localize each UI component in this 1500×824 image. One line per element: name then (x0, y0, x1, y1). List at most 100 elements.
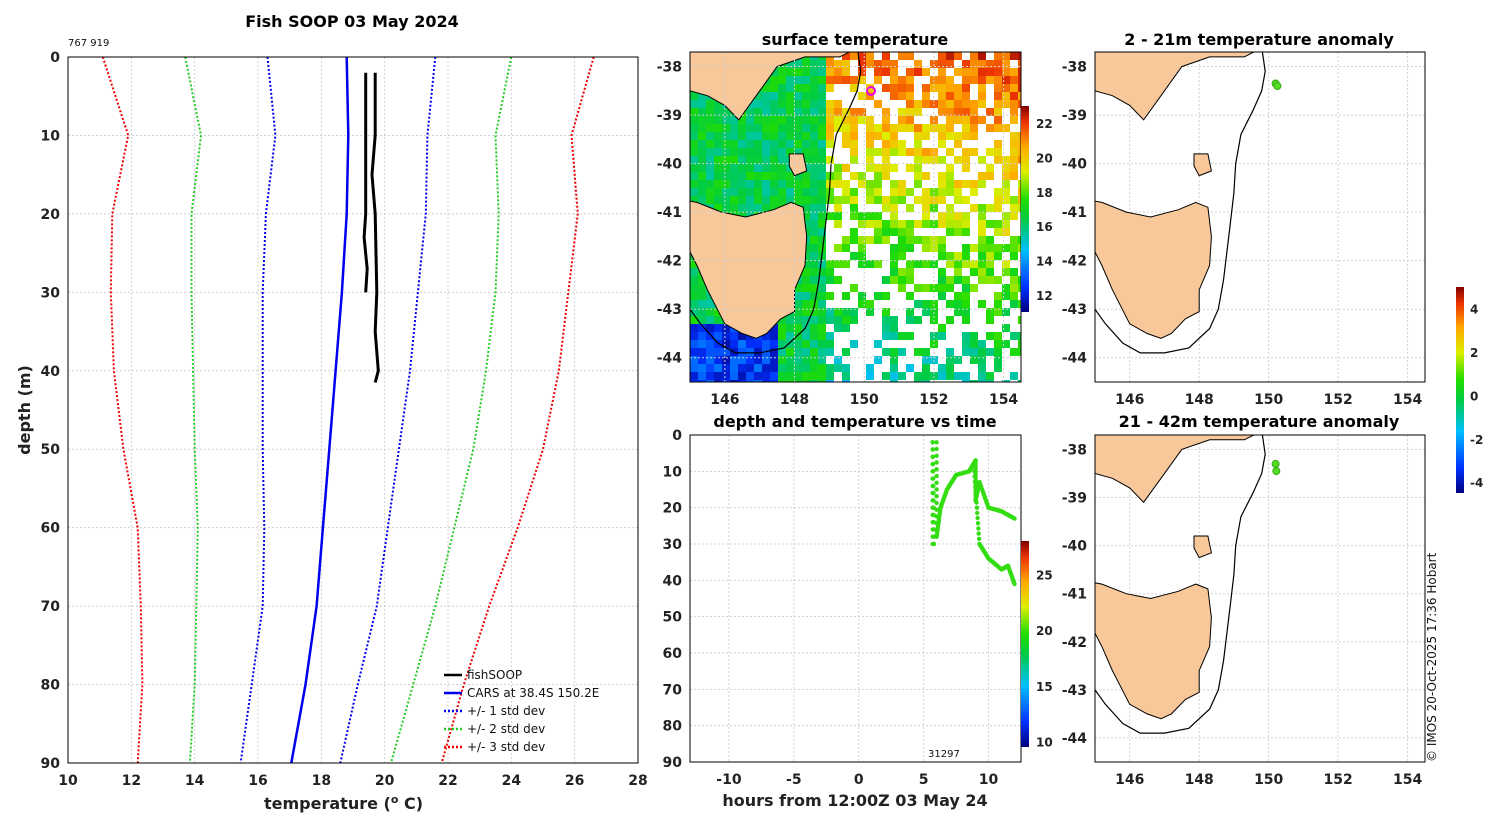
ts-observation (1012, 581, 1017, 587)
sst-cell (866, 124, 874, 132)
sst-cell (962, 276, 970, 284)
sst-cell (834, 356, 842, 364)
sst-cell (778, 76, 786, 84)
sst-cell (946, 372, 954, 380)
sst-cell (698, 132, 706, 140)
sst-cell (994, 340, 1002, 348)
sst-cell (826, 268, 834, 276)
sst-cell (826, 100, 834, 108)
sst-cell (818, 324, 826, 332)
profile-x-tick-label: 28 (628, 773, 647, 789)
sst-cell (722, 340, 730, 348)
sst-cell (1018, 244, 1021, 252)
sst-cell (850, 236, 858, 244)
sst-cell (818, 60, 826, 68)
sst-cell (802, 172, 810, 180)
sst-cell (842, 196, 850, 204)
sst-cell (834, 196, 842, 204)
sst-cell (962, 164, 970, 172)
sst-cell (722, 116, 730, 124)
sst-cell (842, 188, 850, 196)
sst-cell (1002, 156, 1010, 164)
sst-cell (954, 188, 962, 196)
sst-cell (786, 68, 794, 76)
ts-observation (934, 494, 939, 499)
sst-cell (818, 308, 826, 316)
sst-cell (882, 108, 890, 116)
legend-entry: +/- 2 std dev (467, 722, 545, 736)
sst-cell (706, 380, 714, 382)
sst-cell (810, 356, 818, 364)
sst-cell (978, 100, 986, 108)
sst-cell (938, 60, 946, 68)
sst-cell (978, 60, 986, 68)
sst-cell (778, 132, 786, 140)
sst-cell (1010, 132, 1018, 140)
sst-cell (890, 252, 898, 260)
sst-cell (946, 100, 954, 108)
sst-cell (722, 364, 730, 372)
tasmania-landmass (1095, 200, 1212, 339)
sst-cell (818, 220, 826, 228)
profile-grid (68, 57, 638, 763)
sst-cell (922, 196, 930, 204)
sst-cell (994, 140, 1002, 148)
sst-cell (810, 116, 818, 124)
sst-cell (898, 196, 906, 204)
sst-cell (698, 124, 706, 132)
sst-cell (890, 332, 898, 340)
sst-cell (802, 276, 810, 284)
sst-cell (818, 356, 826, 364)
ts-observation (934, 500, 939, 506)
sst-cell (1002, 92, 1010, 100)
sst-cell (778, 188, 786, 196)
sst-cell (858, 220, 866, 228)
sst-cell (802, 188, 810, 196)
sst-cell (978, 116, 986, 124)
sst-cell (818, 188, 826, 196)
sst-cell (762, 108, 770, 116)
sst-cell (794, 60, 802, 68)
sst-cell (746, 116, 754, 124)
sst-cell (1018, 140, 1021, 148)
sst-cell (946, 92, 954, 100)
sst-cell (898, 236, 906, 244)
sst-cell (1018, 204, 1021, 212)
sst-cell (954, 92, 962, 100)
sst-cell (938, 284, 946, 292)
sst-cell (698, 148, 706, 156)
sst-cell (978, 276, 986, 284)
sst-cell (970, 284, 978, 292)
sst-cell (938, 124, 946, 132)
sst-cell (786, 140, 794, 148)
sst-cell (970, 268, 978, 276)
sst-cell (754, 204, 762, 212)
sst-cell (722, 196, 730, 204)
sst-cell (946, 252, 954, 260)
sst-cell (722, 172, 730, 180)
sst-cell (906, 332, 914, 340)
sst-cell (866, 236, 874, 244)
sst-cell (794, 316, 802, 324)
sst-cell (714, 156, 722, 164)
sst-cell (866, 300, 874, 308)
sst-cell (714, 332, 722, 340)
sst-cell (706, 180, 714, 188)
sst-cell (786, 116, 794, 124)
shelf-contour (1095, 435, 1266, 734)
sst-cell (858, 300, 866, 308)
sst-cell (978, 300, 986, 308)
sst-cell (738, 188, 746, 196)
sst-cell (882, 116, 890, 124)
sst-cell (802, 220, 810, 228)
sst-cell (866, 148, 874, 156)
sst-cell (834, 180, 842, 188)
sst-cell (738, 348, 746, 356)
sst-cell (994, 124, 1002, 132)
sst-cell (706, 164, 714, 172)
sst-cell (890, 164, 898, 172)
sst-cell (994, 108, 1002, 116)
sst-cell (874, 188, 882, 196)
sst-cell (810, 380, 818, 382)
